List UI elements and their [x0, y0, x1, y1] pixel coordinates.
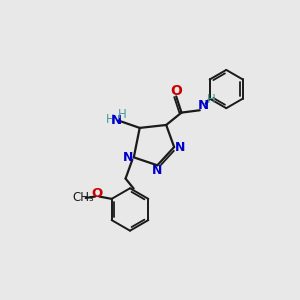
Text: CH₃: CH₃ [73, 191, 94, 205]
Text: N: N [111, 114, 122, 127]
Text: H: H [207, 93, 215, 106]
Text: O: O [170, 83, 182, 98]
Text: N: N [152, 164, 163, 177]
Text: N: N [198, 99, 209, 112]
Text: N: N [123, 152, 134, 164]
Text: N: N [175, 141, 185, 154]
Text: O: O [92, 187, 103, 200]
Text: H: H [106, 113, 115, 126]
Text: H: H [118, 108, 126, 121]
